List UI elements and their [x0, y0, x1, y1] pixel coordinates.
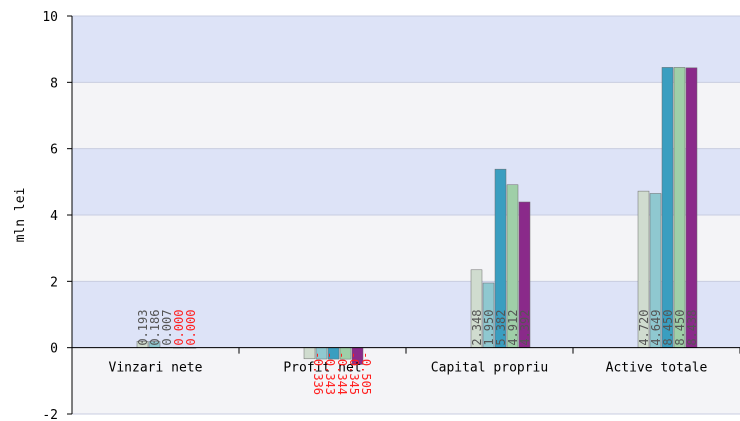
x-tick-label: Profit net: [283, 361, 361, 376]
bar: [685, 67, 698, 348]
x-tick-labels: Vinzari nete Profit net Capital propriu Act…: [109, 361, 708, 376]
grid-lines: [72, 15, 740, 415]
background-band: [72, 16, 740, 83]
y-tick-label: 10: [42, 10, 58, 25]
bar: [661, 67, 674, 348]
y-axis-label: mln lei: [13, 188, 28, 243]
x-tick-label: Capital propriu: [431, 361, 548, 376]
y-tick-labels: -2 0 2 4 6 8 10: [42, 10, 58, 421]
x-tick-label: Vinzari nete: [109, 361, 203, 376]
bar: [673, 67, 686, 348]
y-tick-label: 4: [50, 209, 58, 224]
data-label: 2.348: [470, 310, 484, 346]
data-label: -0.336: [311, 352, 325, 395]
background-bands: [72, 16, 740, 414]
data-label: 0.000: [184, 310, 198, 346]
data-label: -0.344: [335, 352, 349, 395]
data-label: 4.649: [649, 310, 663, 346]
background-band: [72, 215, 740, 282]
data-label: 4.392: [518, 310, 532, 346]
data-label: 1.950: [482, 310, 496, 346]
data-label: 4.912: [506, 310, 520, 346]
data-label: -0.505: [359, 352, 373, 395]
axes: [67, 15, 740, 415]
background-band: [72, 82, 740, 149]
data-label: 8.438: [685, 310, 699, 346]
bars: [136, 67, 698, 365]
y-tick-label: 8: [50, 76, 58, 91]
y-tick-label: -2: [42, 408, 58, 421]
background-band: [72, 281, 740, 348]
data-label: -0.345: [347, 352, 361, 395]
data-label: 0.193: [136, 310, 150, 346]
background-band: [72, 347, 740, 414]
x-tick-label: Active totale: [606, 361, 708, 376]
data-labels: 0.1930.1860.0070.0000.000-0.336-0.343-0.…: [136, 310, 699, 395]
data-label: -0.343: [323, 352, 337, 395]
data-label: 0.000: [172, 310, 186, 346]
data-label: 8.450: [661, 310, 675, 346]
data-label: 5.382: [494, 310, 508, 346]
background-band: [72, 148, 740, 215]
y-tick-label: 6: [50, 143, 58, 158]
data-label: 0.007: [160, 310, 174, 346]
y-tick-label: 2: [50, 275, 58, 290]
data-label: 4.720: [637, 310, 651, 346]
data-label: 8.450: [673, 310, 687, 346]
data-label: 0.186: [148, 310, 162, 346]
y-tick-label: 0: [50, 342, 58, 357]
